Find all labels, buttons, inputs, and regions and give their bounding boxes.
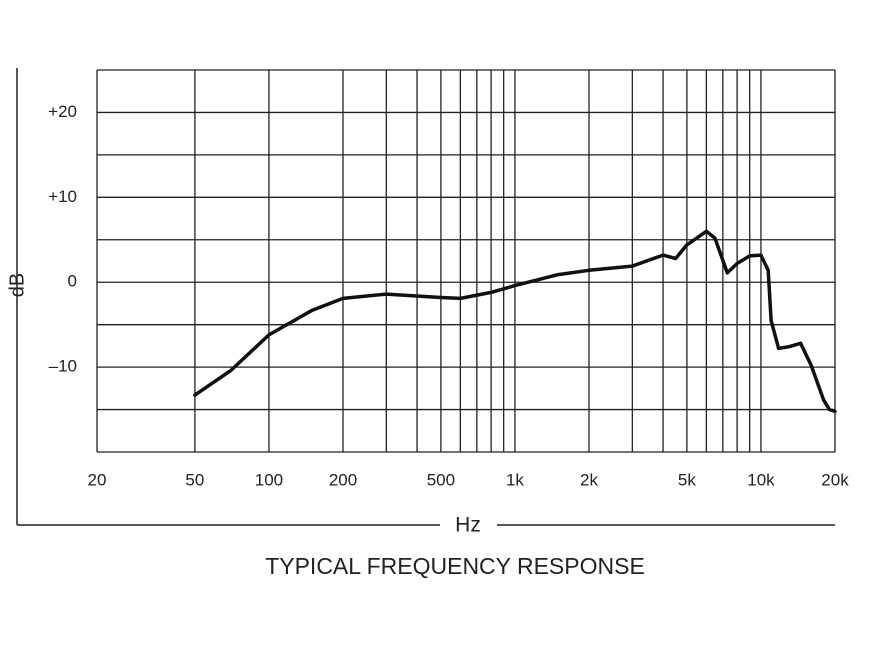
x-tick-label: 50 <box>185 470 204 489</box>
x-axis-label: Hz <box>455 514 481 537</box>
y-tick-label: +10 <box>48 187 77 206</box>
x-tick-label: 20k <box>821 470 849 489</box>
x-tick-label: 100 <box>255 470 283 489</box>
y-tick-label: 0 <box>68 272 77 291</box>
x-tick-label: 500 <box>427 470 455 489</box>
x-tick-label: 200 <box>329 470 357 489</box>
y-tick-label: –10 <box>49 357 77 376</box>
x-tick-label: 1k <box>506 470 524 489</box>
chart-title: TYPICAL FREQUENCY RESPONSE <box>265 553 645 579</box>
y-tick-label: +20 <box>48 102 77 121</box>
x-tick-label: 20 <box>88 470 107 489</box>
response-curve <box>193 229 837 414</box>
x-tick-label: 5k <box>678 470 696 489</box>
x-tick-label: 2k <box>580 470 598 489</box>
x-tick-label: 10k <box>747 470 775 489</box>
